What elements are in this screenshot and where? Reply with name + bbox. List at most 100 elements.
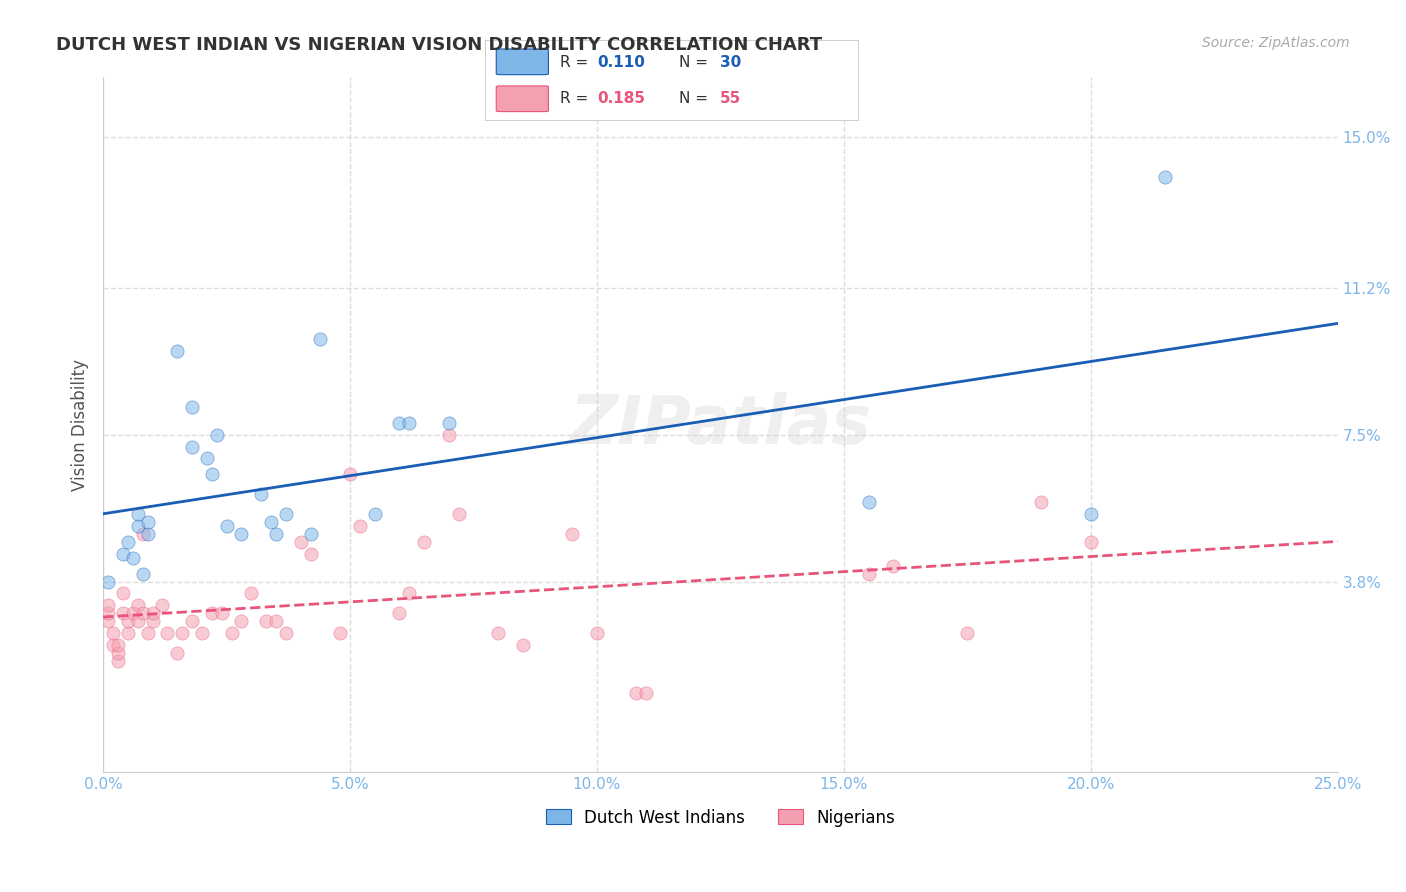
Point <box>150 599 173 613</box>
Point <box>231 527 253 541</box>
Point <box>117 626 139 640</box>
Point <box>121 607 143 621</box>
Point <box>201 607 224 621</box>
Point <box>195 451 218 466</box>
Text: Source: ZipAtlas.com: Source: ZipAtlas.com <box>1202 36 1350 50</box>
Point <box>309 333 332 347</box>
Point <box>626 686 648 700</box>
Point <box>111 607 134 621</box>
Point <box>111 586 134 600</box>
Point <box>97 607 120 621</box>
Point <box>437 416 460 430</box>
Point <box>398 416 420 430</box>
Point <box>486 626 509 640</box>
Point <box>388 416 411 430</box>
Point <box>339 467 361 482</box>
Point <box>117 614 139 628</box>
Point <box>264 527 287 541</box>
Point <box>586 626 609 640</box>
Point <box>191 626 214 640</box>
Point <box>131 527 153 541</box>
Legend: Dutch West Indians, Nigerians: Dutch West Indians, Nigerians <box>538 802 901 833</box>
Text: R =: R = <box>560 91 593 106</box>
Point <box>181 400 204 414</box>
Point <box>274 507 297 521</box>
Text: 30: 30 <box>720 55 741 70</box>
Point <box>107 654 129 668</box>
Text: ZIPatlas: ZIPatlas <box>569 392 872 458</box>
Point <box>274 626 297 640</box>
Point <box>636 686 658 700</box>
Point <box>956 626 979 640</box>
Point <box>156 626 179 640</box>
Point <box>221 626 243 640</box>
Text: N =: N = <box>679 91 713 106</box>
Point <box>141 607 163 621</box>
Point <box>299 527 322 541</box>
Point <box>561 527 583 541</box>
Point <box>136 515 159 529</box>
Point <box>111 547 134 561</box>
Point <box>166 646 188 660</box>
Point <box>97 614 120 628</box>
Point <box>131 607 153 621</box>
Point <box>107 638 129 652</box>
Point <box>215 519 238 533</box>
FancyBboxPatch shape <box>496 86 548 112</box>
Point <box>260 515 283 529</box>
Point <box>388 607 411 621</box>
Point <box>1154 169 1177 184</box>
Point <box>250 487 273 501</box>
Point <box>329 626 352 640</box>
Point <box>1080 507 1102 521</box>
Point <box>447 507 470 521</box>
Text: R =: R = <box>560 55 593 70</box>
Point <box>858 495 880 509</box>
Point <box>201 467 224 482</box>
Text: 0.110: 0.110 <box>596 55 645 70</box>
Point <box>231 614 253 628</box>
Point <box>181 440 204 454</box>
Point <box>127 614 149 628</box>
Point <box>131 566 153 581</box>
Point <box>240 586 263 600</box>
Point <box>101 626 124 640</box>
Point <box>211 607 233 621</box>
Text: 55: 55 <box>720 91 741 106</box>
Point <box>127 599 149 613</box>
Point <box>136 626 159 640</box>
Point <box>117 534 139 549</box>
Point <box>107 646 129 660</box>
Point <box>349 519 371 533</box>
Point <box>398 586 420 600</box>
Point <box>166 344 188 359</box>
Point <box>264 614 287 628</box>
Point <box>172 626 194 640</box>
Text: DUTCH WEST INDIAN VS NIGERIAN VISION DISABILITY CORRELATION CHART: DUTCH WEST INDIAN VS NIGERIAN VISION DIS… <box>56 36 823 54</box>
Point <box>97 599 120 613</box>
Point <box>127 519 149 533</box>
Point <box>97 574 120 589</box>
Point <box>1080 534 1102 549</box>
Point <box>136 527 159 541</box>
FancyBboxPatch shape <box>496 49 548 75</box>
Point <box>181 614 204 628</box>
Point <box>127 507 149 521</box>
Point <box>437 427 460 442</box>
Point <box>254 614 277 628</box>
Point <box>205 427 228 442</box>
Point <box>858 566 880 581</box>
Point <box>413 534 436 549</box>
Point <box>141 614 163 628</box>
Point <box>290 534 312 549</box>
Point <box>882 558 904 573</box>
Point <box>101 638 124 652</box>
Point <box>121 550 143 565</box>
Y-axis label: Vision Disability: Vision Disability <box>72 359 89 491</box>
Point <box>512 638 534 652</box>
Point <box>299 547 322 561</box>
Text: N =: N = <box>679 55 713 70</box>
Point <box>364 507 387 521</box>
Point <box>1031 495 1053 509</box>
Text: 0.185: 0.185 <box>596 91 645 106</box>
